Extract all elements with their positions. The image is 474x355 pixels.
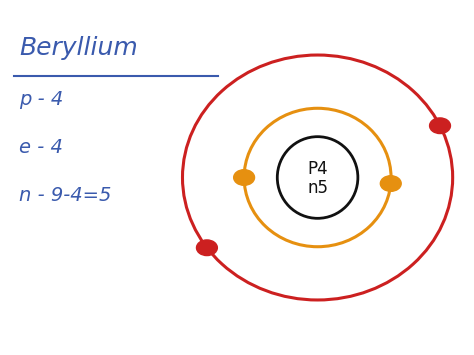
Text: p - 4: p - 4 <box>19 90 63 109</box>
Circle shape <box>197 240 218 256</box>
Ellipse shape <box>277 137 358 218</box>
Text: n5: n5 <box>307 179 328 197</box>
Text: e - 4: e - 4 <box>19 138 63 157</box>
Circle shape <box>380 176 401 191</box>
Text: P4: P4 <box>307 160 328 178</box>
Text: Beryllium: Beryllium <box>19 36 138 60</box>
Circle shape <box>234 170 255 185</box>
Circle shape <box>429 118 450 133</box>
Text: n - 9-4=5: n - 9-4=5 <box>19 186 111 205</box>
